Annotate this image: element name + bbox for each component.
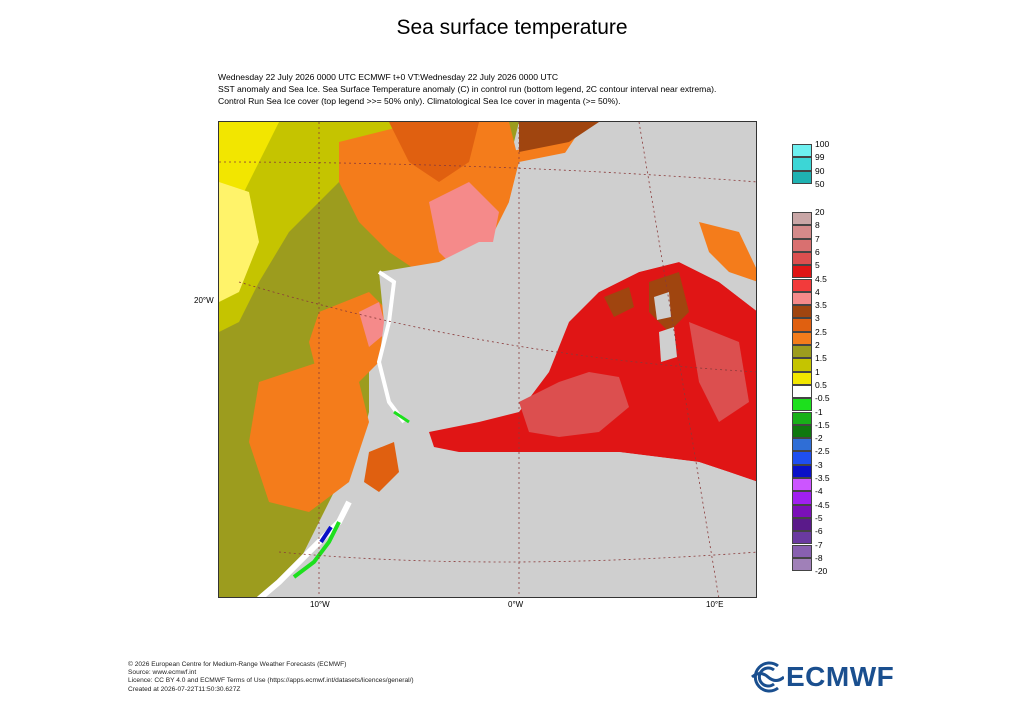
sst-legend-swatch — [792, 384, 812, 399]
sst-map-canvas — [219, 122, 756, 597]
sst-legend-label: 5 — [815, 260, 820, 271]
ecmwf-logo-icon — [751, 661, 785, 693]
lon-label-0: 0°W — [508, 600, 524, 609]
ice-legend-swatch — [792, 170, 812, 184]
footer-licence: Licence: CC BY 4.0 and ECMWF Terms of Us… — [128, 677, 414, 685]
chart-header: Wednesday 22 July 2026 0000 UTC ECMWF t+… — [218, 71, 716, 107]
sst-legend-swatch — [792, 291, 812, 306]
sst-legend-swatch — [792, 278, 812, 292]
sst-legend-swatch — [792, 318, 812, 332]
sst-legend-swatch — [792, 424, 812, 439]
sst-legend-swatch — [792, 225, 812, 239]
sst-legend-swatch — [792, 345, 812, 359]
sst-legend-label: -1 — [815, 406, 823, 417]
sst-legend-swatch — [792, 251, 812, 266]
sst-legend-label: 7 — [815, 233, 820, 244]
header-line-2: SST anomaly and Sea Ice. Sea Surface Tem… — [218, 84, 717, 94]
sst-legend-label: 6 — [815, 246, 820, 257]
header-line-1: Wednesday 22 July 2026 0000 UTC ECMWF t+… — [218, 72, 559, 82]
sst-legend-label: 20 — [815, 207, 825, 217]
sst-legend-swatch — [792, 544, 812, 558]
sst-legend-label: 3.5 — [815, 300, 827, 311]
ice-legend-swatch — [792, 157, 812, 171]
sst-legend-label: 3 — [815, 313, 820, 324]
sst-legend-swatch — [792, 238, 812, 252]
sst-legend-label: -2 — [815, 433, 823, 444]
lon-label-10w: 10°W — [310, 600, 330, 609]
ice-legend-label: 99 — [815, 152, 825, 163]
sst-legend-swatch — [792, 371, 812, 385]
sst-legend-label: 2 — [815, 340, 820, 350]
sst-legend-label: -4 — [815, 486, 823, 497]
sst-legend-label: -3 — [815, 459, 823, 470]
lon-label-10e: 10°E — [706, 600, 724, 609]
sst-legend-label: -20 — [815, 566, 828, 577]
sst-legend-label: -5 — [815, 512, 823, 523]
ice-legend-swatch — [792, 144, 812, 158]
sst-legend-label: -8 — [815, 552, 823, 563]
sst-legend-swatch — [792, 464, 812, 478]
sst-legend-label: 4.5 — [815, 273, 827, 284]
sst-legend-label: 1.5 — [815, 353, 827, 364]
sst-legend-swatch — [792, 331, 812, 345]
sst-legend-swatch — [792, 451, 812, 465]
ecmwf-logo-text: ECMWF — [786, 661, 895, 692]
chart-title: Sea surface temperature — [396, 16, 628, 39]
ice-legend-label: 50 — [815, 178, 825, 189]
sst-legend-label: -1.5 — [815, 419, 830, 430]
sst-legend-label: -4.5 — [815, 499, 830, 510]
sst-legend-label: -3.5 — [815, 473, 830, 483]
sst-legend-swatch — [792, 478, 812, 492]
ice-legend-label: 100 — [815, 139, 830, 149]
header-line-3: Control Run Sea Ice cover (top legend >>… — [218, 96, 621, 106]
sst-legend-swatch — [792, 305, 812, 319]
sst-legend-swatch — [792, 517, 812, 532]
sst-legend-swatch — [792, 358, 812, 372]
ecmwf-logo: ECMWF — [748, 660, 898, 694]
lat-label-left: 20°W — [194, 296, 214, 305]
ice-legend-label: 90 — [815, 165, 825, 176]
sst-legend-swatch — [792, 504, 812, 518]
sst-legend-label: 0.5 — [815, 379, 827, 390]
sst-legend-swatch — [792, 438, 812, 452]
sst-legend-label: 1 — [815, 366, 820, 377]
footer-source: Source: www.ecmwf.int — [128, 669, 197, 677]
sst-legend-swatch — [792, 491, 812, 505]
sst-legend-swatch — [792, 411, 812, 425]
footer-copyright: © 2026 European Centre for Medium-Range … — [128, 661, 347, 668]
sst-legend-swatch — [792, 557, 812, 572]
footer-created: Created at 2026-07-22T11:50:30.627Z — [128, 685, 241, 693]
sst-legend-label: -0.5 — [815, 393, 830, 404]
sst-legend-label: 2.5 — [815, 326, 827, 337]
sst-legend-swatch — [792, 398, 812, 412]
sst-legend-label: -6 — [815, 526, 823, 537]
sst-legend-label: -2.5 — [815, 446, 830, 457]
sst-legend-label: -7 — [815, 539, 823, 550]
sst-map — [218, 121, 757, 598]
sst-legend-label: 8 — [815, 220, 820, 231]
footer: © 2026 European Centre for Medium-Range … — [128, 661, 414, 694]
sst-legend-label: 4 — [815, 286, 820, 297]
sst-legend-swatch — [792, 531, 812, 545]
sst-legend-swatch — [792, 265, 812, 279]
sst-legend-swatch — [792, 212, 812, 226]
